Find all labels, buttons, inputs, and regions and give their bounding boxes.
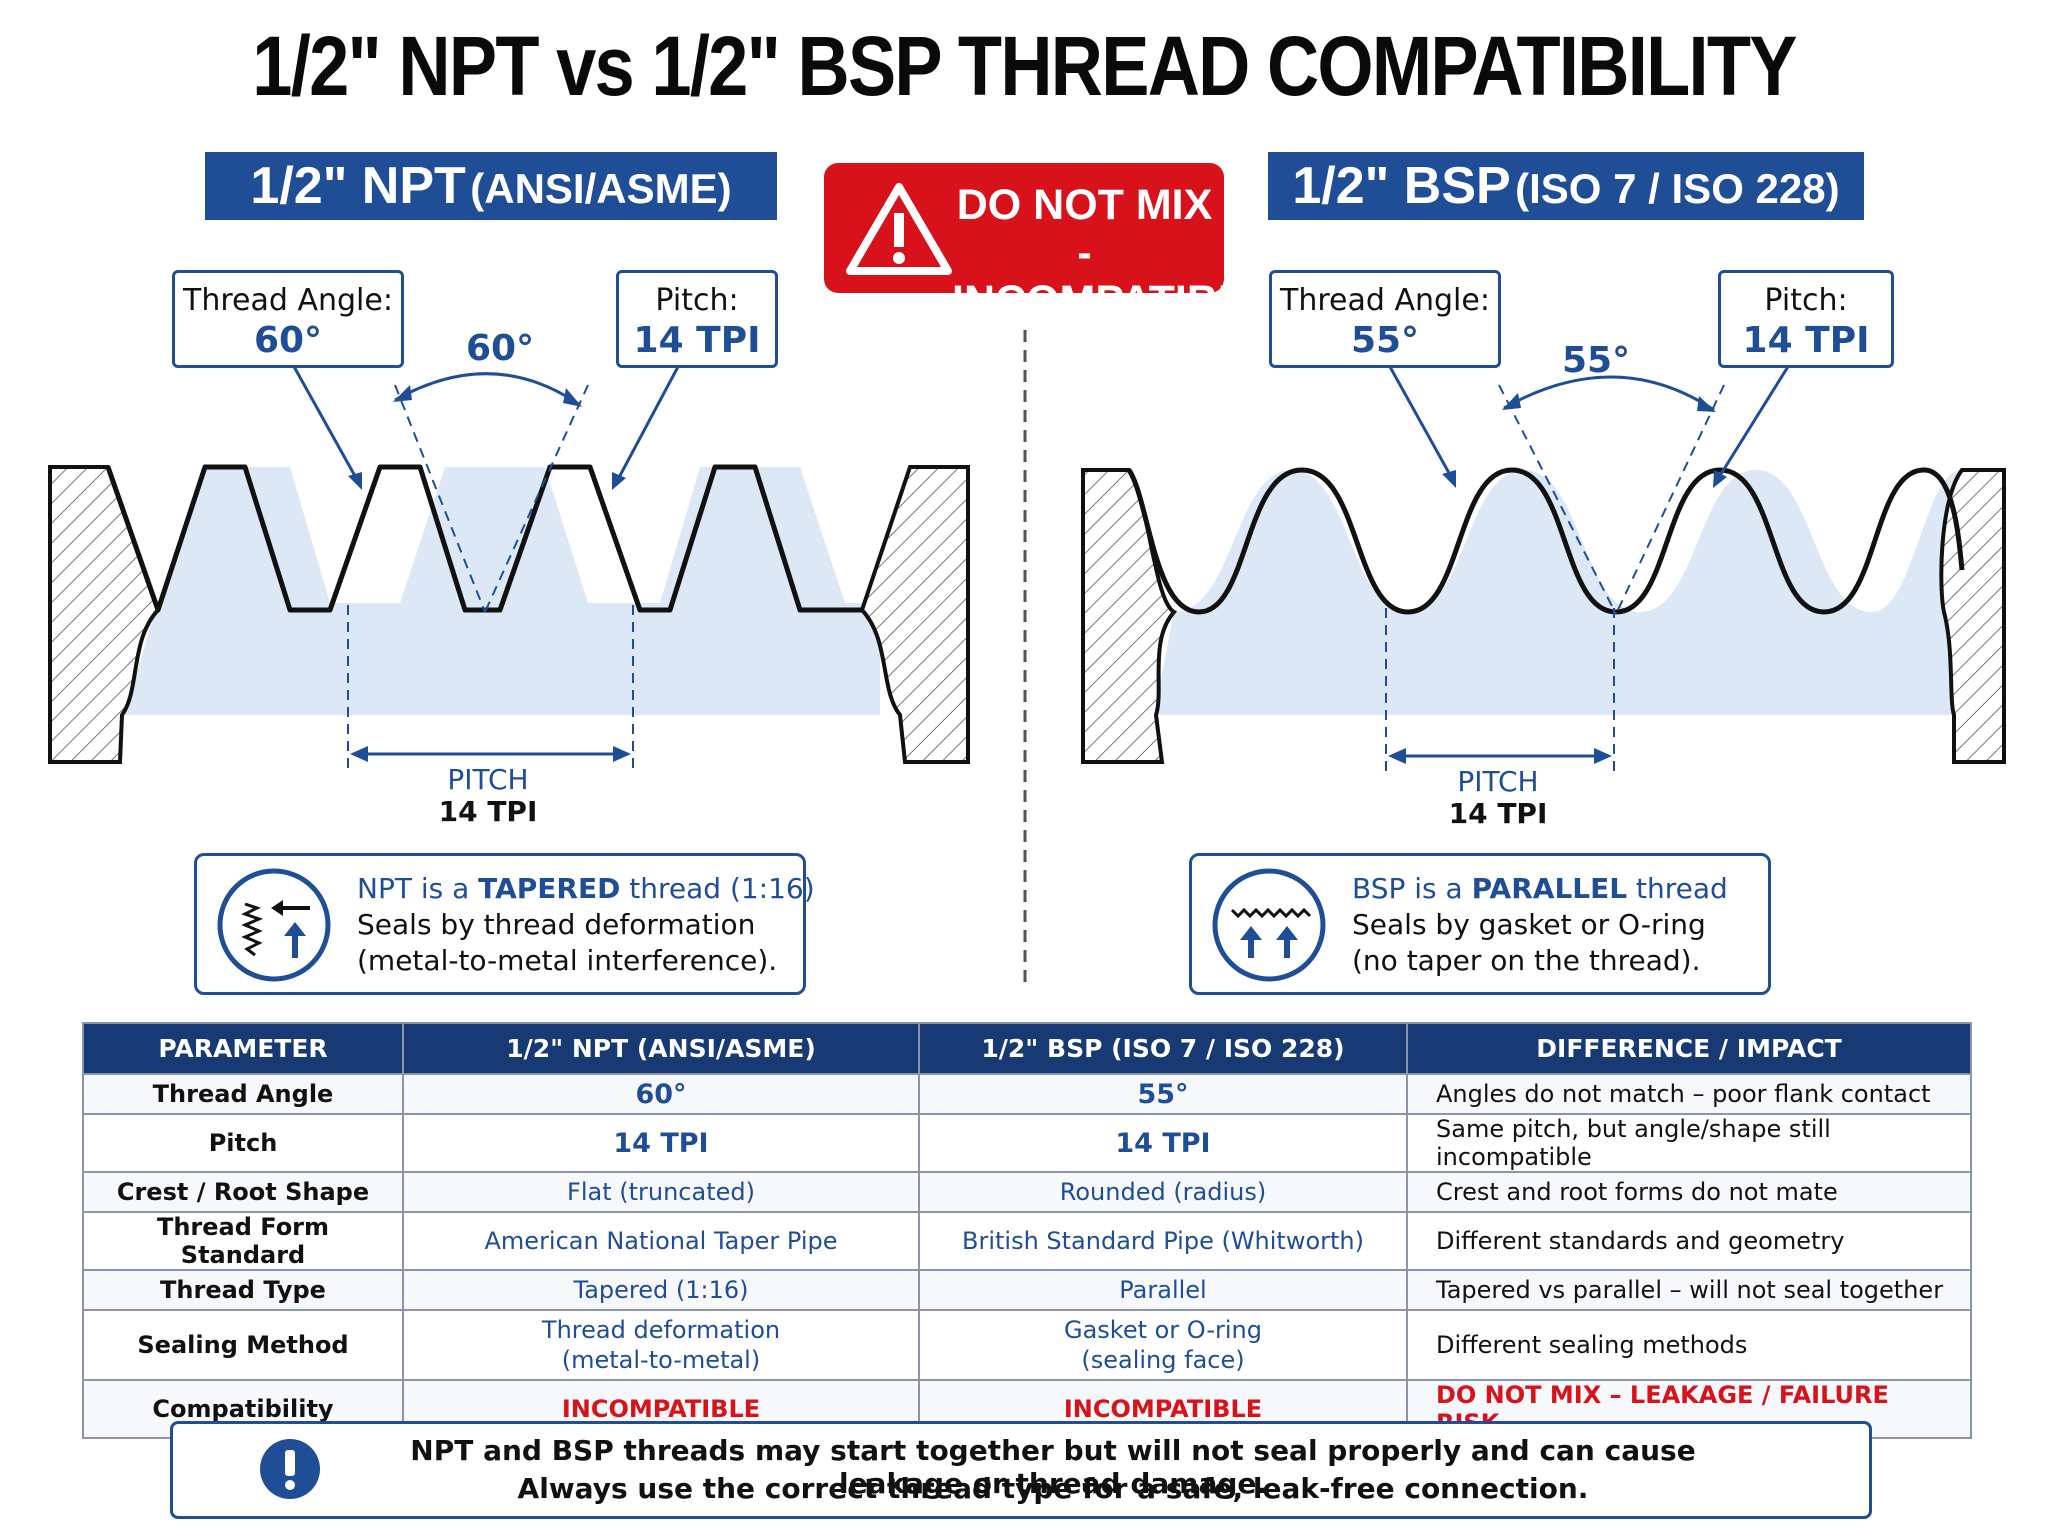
bsp-angle-label: Thread Angle:: [1280, 283, 1490, 318]
table-cell: Gasket or O-ring (sealing face): [918, 1309, 1408, 1381]
table-cell: British Standard Pipe (Whitworth): [918, 1211, 1408, 1271]
bsp-angle-value: 55°: [1350, 320, 1420, 361]
table-row: Thread Type Tapered (1:16) Parallel Tape…: [82, 1269, 1972, 1311]
npt-note-line3: (metal-to-metal interference).: [357, 944, 778, 977]
bsp-engagement-fill-base: [1154, 612, 1954, 715]
cell-line: Thread deformation: [541, 1316, 781, 1344]
npt-pitch-label: Pitch:: [655, 283, 739, 318]
npt-note-line2: Seals by thread deformation: [357, 908, 756, 941]
parallel-thread-icon: [1212, 868, 1326, 982]
table-row: Pitch 14 TPI 14 TPI Same pitch, but angl…: [82, 1113, 1972, 1173]
bsp-header-sub: (ISO 7 / ISO 228): [1515, 165, 1840, 212]
comparison-table: PARAMETER 1/2" NPT (ANSI/ASME) 1/2" BSP …: [82, 1022, 1972, 1439]
bsp-left-section: [1081, 468, 1178, 764]
table-row: Thread Form Standard American National T…: [82, 1211, 1972, 1271]
bsp-pitch-dim-label: PITCH: [1457, 765, 1539, 798]
bsp-header: 1/2" BSP (ISO 7 / ISO 228): [1268, 152, 1864, 220]
table-cell: American National Taper Pipe: [402, 1211, 920, 1271]
table-header: 1/2" BSP (ISO 7 / ISO 228): [918, 1022, 1408, 1075]
bsp-note-line2: Seals by gasket or O-ring: [1352, 908, 1706, 941]
npt-note-line1: NPT is a TAPERED thread (1:16): [357, 872, 815, 905]
table-cell: Rounded (radius): [918, 1171, 1408, 1213]
table-header: DIFFERENCE / IMPACT: [1406, 1022, 1972, 1075]
table-cell: Same pitch, but angle/shape still incomp…: [1406, 1113, 1972, 1173]
table-cell: Thread deformation (metal-to-metal): [402, 1309, 920, 1381]
warning-line1: DO NOT MIX -: [956, 181, 1213, 277]
table-cell: Crest and root forms do not mate: [1406, 1171, 1972, 1213]
warning-triangle-icon: [846, 183, 952, 275]
npt-header-main: 1/2" NPT: [250, 157, 466, 215]
npt-angle-marker: 60°: [466, 328, 535, 369]
table-header: PARAMETER: [82, 1022, 404, 1075]
footer-line1: NPT and BSP threads may start together b…: [410, 1434, 1696, 1500]
bsp-angle-marker: 55°: [1562, 340, 1631, 381]
table-row: Thread Angle 60° 55° Angles do not match…: [82, 1073, 1972, 1115]
bsp-engagement-fill-teeth: [1174, 470, 1962, 612]
bsp-thread-profile: [1126, 467, 1965, 615]
npt-thread-profile: [105, 464, 862, 613]
npt-angle-value: 60°: [253, 320, 323, 361]
warning-badge: DO NOT MIX - INCOMPATIBLE!: [824, 163, 1287, 325]
npt-angle-label: Thread Angle:: [183, 283, 393, 318]
npt-pitch-dim-value: 14 TPI: [438, 795, 538, 828]
tapered-thread-icon: [217, 868, 331, 982]
npt-pitch-callout: Pitch: 14 TPI: [616, 270, 778, 368]
bsp-angle-callout: Thread Angle: 55°: [1269, 270, 1501, 368]
table-cell: 60°: [402, 1073, 920, 1115]
bsp-header-main: 1/2" BSP: [1292, 157, 1511, 215]
table-cell: Sealing Method: [82, 1309, 404, 1381]
table-cell: Thread Angle: [82, 1073, 404, 1115]
npt-angle-arc: [394, 372, 581, 407]
npt-note-box: NPT is a TAPERED thread (1:16) Seals by …: [194, 853, 815, 995]
table-cell: 14 TPI: [402, 1113, 920, 1173]
table-cell: Thread Type: [82, 1269, 404, 1311]
table-cell: Tapered vs parallel – will not seal toge…: [1406, 1269, 1972, 1311]
bsp-pitch-callout: Pitch: 14 TPI: [1718, 270, 1894, 368]
table-cell: Flat (truncated): [402, 1171, 920, 1213]
table-header: 1/2" NPT (ANSI/ASME): [402, 1022, 920, 1075]
bsp-pitch-dim-value: 14 TPI: [1448, 797, 1548, 830]
npt-engagement-fill: [125, 467, 880, 715]
bsp-note-line1: BSP is a PARALLEL thread: [1352, 872, 1728, 905]
table-cell: Different standards and geometry: [1406, 1211, 1972, 1271]
npt-right-section: [859, 465, 970, 764]
table-cell: Angles do not match – poor flank contact: [1406, 1073, 1972, 1115]
table-cell: Crest / Root Shape: [82, 1171, 404, 1213]
center-divider: [1023, 330, 1027, 990]
table-cell: Different sealing methods: [1406, 1309, 1972, 1381]
bsp-thread-diagram: [1081, 364, 2006, 772]
table-cell: Tapered (1:16): [402, 1269, 920, 1311]
npt-left-section: [48, 465, 161, 764]
bsp-pitch-label: Pitch:: [1764, 283, 1848, 318]
table-row: Crest / Root Shape Flat (truncated) Roun…: [82, 1171, 1972, 1213]
npt-angle-callout: Thread Angle: 60°: [172, 270, 404, 368]
info-exclamation-icon: [260, 1439, 320, 1499]
bsp-right-section: [1939, 468, 2006, 764]
npt-pitch-dim-label: PITCH: [447, 763, 529, 796]
bsp-note-line3: (no taper on the thread).: [1352, 944, 1701, 977]
bsp-pitch-value: 14 TPI: [1742, 320, 1870, 361]
footer-note: NPT and BSP threads may start together b…: [170, 1421, 1872, 1519]
cell-line: (metal-to-metal): [561, 1346, 761, 1374]
npt-header-sub: (ANSI/ASME): [470, 165, 732, 212]
footer-line2: Always use the correct thread type for a…: [517, 1472, 1589, 1505]
npt-flank-line-left: [394, 384, 486, 613]
table-cell: 55°: [918, 1073, 1408, 1115]
bsp-angle-arc: [1503, 375, 1715, 412]
cell-line: Gasket or O-ring: [1063, 1316, 1263, 1344]
table-cell: Thread Form Standard: [82, 1211, 404, 1271]
page-title: 1/2" NPT vs 1/2" BSP THREAD COMPATIBILIT…: [252, 19, 1797, 113]
table-cell: 14 TPI: [918, 1113, 1408, 1173]
table-header-row: PARAMETER 1/2" NPT (ANSI/ASME) 1/2" BSP …: [82, 1022, 1972, 1075]
table-cell: Parallel: [918, 1269, 1408, 1311]
npt-flank-line-right: [484, 384, 589, 613]
table-row: Sealing Method Thread deformation (metal-…: [82, 1309, 1972, 1381]
npt-header: 1/2" NPT (ANSI/ASME): [205, 152, 777, 220]
cell-line: (sealing face): [1081, 1346, 1245, 1374]
table-cell: Pitch: [82, 1113, 404, 1173]
npt-thread-diagram: [48, 362, 970, 772]
npt-pitch-value: 14 TPI: [633, 320, 761, 361]
bsp-note-box: BSP is a PARALLEL thread Seals by gasket…: [1189, 853, 1771, 995]
